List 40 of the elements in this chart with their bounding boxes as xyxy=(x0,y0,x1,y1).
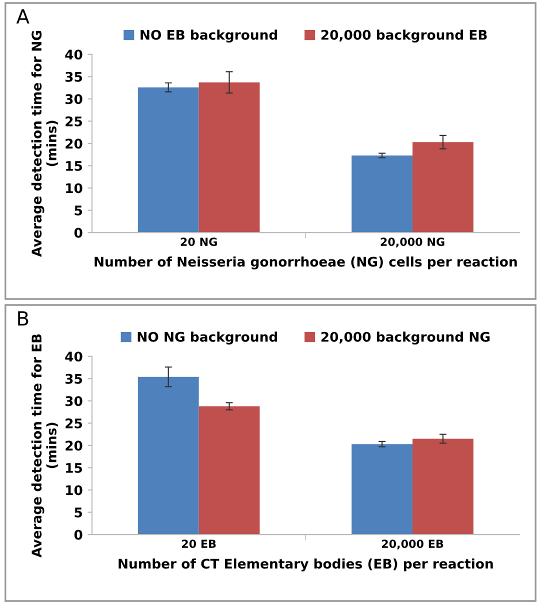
y-tick-label: 20 xyxy=(66,138,82,149)
y-tick-label: 10 xyxy=(66,183,82,194)
y-axis-title: Average detection time for NG (mins) xyxy=(31,30,58,257)
bar xyxy=(412,438,474,535)
legend-label: 20,000 background NG xyxy=(321,332,490,344)
y-tick-label: 20 xyxy=(66,440,82,451)
bar xyxy=(352,155,413,233)
x-tick-label: 20 EB xyxy=(182,540,216,548)
y-tick-label: 0 xyxy=(74,228,82,238)
y-tick-label: 5 xyxy=(74,206,82,216)
bar xyxy=(412,142,474,233)
y-tick-label: 15 xyxy=(66,463,82,473)
text: A xyxy=(16,9,30,24)
bar xyxy=(352,444,413,535)
bar xyxy=(198,406,260,535)
legend-label: 20,000 background EB xyxy=(321,30,487,42)
y-tick-label: 25 xyxy=(66,116,82,126)
y-tick-label: 10 xyxy=(66,485,82,496)
x-tick-label: 20 NG xyxy=(180,238,217,246)
y-tick-label: 40 xyxy=(65,50,82,60)
y-tick-label: 15 xyxy=(66,161,82,171)
y-tick-label: 30 xyxy=(65,396,82,406)
legend-label: NO EB background xyxy=(140,30,278,42)
y-tick-label: 0 xyxy=(74,530,82,540)
x-axis-title: Number of CT Elementary bodies (EB) per reaction xyxy=(118,558,493,572)
y-tick-label: 25 xyxy=(66,418,82,428)
y-tick-label: 35 xyxy=(65,374,82,384)
bar xyxy=(138,87,199,233)
legend-label: NO NG background xyxy=(138,332,278,344)
y-tick-label: 30 xyxy=(65,94,82,104)
y-tick-label: 35 xyxy=(65,72,82,82)
text: B xyxy=(18,311,28,326)
y-axis-title: Average detection time for EB (mins) xyxy=(31,334,58,558)
x-axis-title: Number of Neisseria gonorrhoeae (NG) cells per reaction xyxy=(94,256,517,270)
bar xyxy=(198,82,260,233)
x-tick-label: 20,000 NG xyxy=(380,238,444,248)
bar xyxy=(138,376,199,535)
y-tick-label: 40 xyxy=(65,352,82,362)
x-tick-label: 20,000 EB xyxy=(382,540,444,550)
y-tick-label: 5 xyxy=(74,508,82,518)
